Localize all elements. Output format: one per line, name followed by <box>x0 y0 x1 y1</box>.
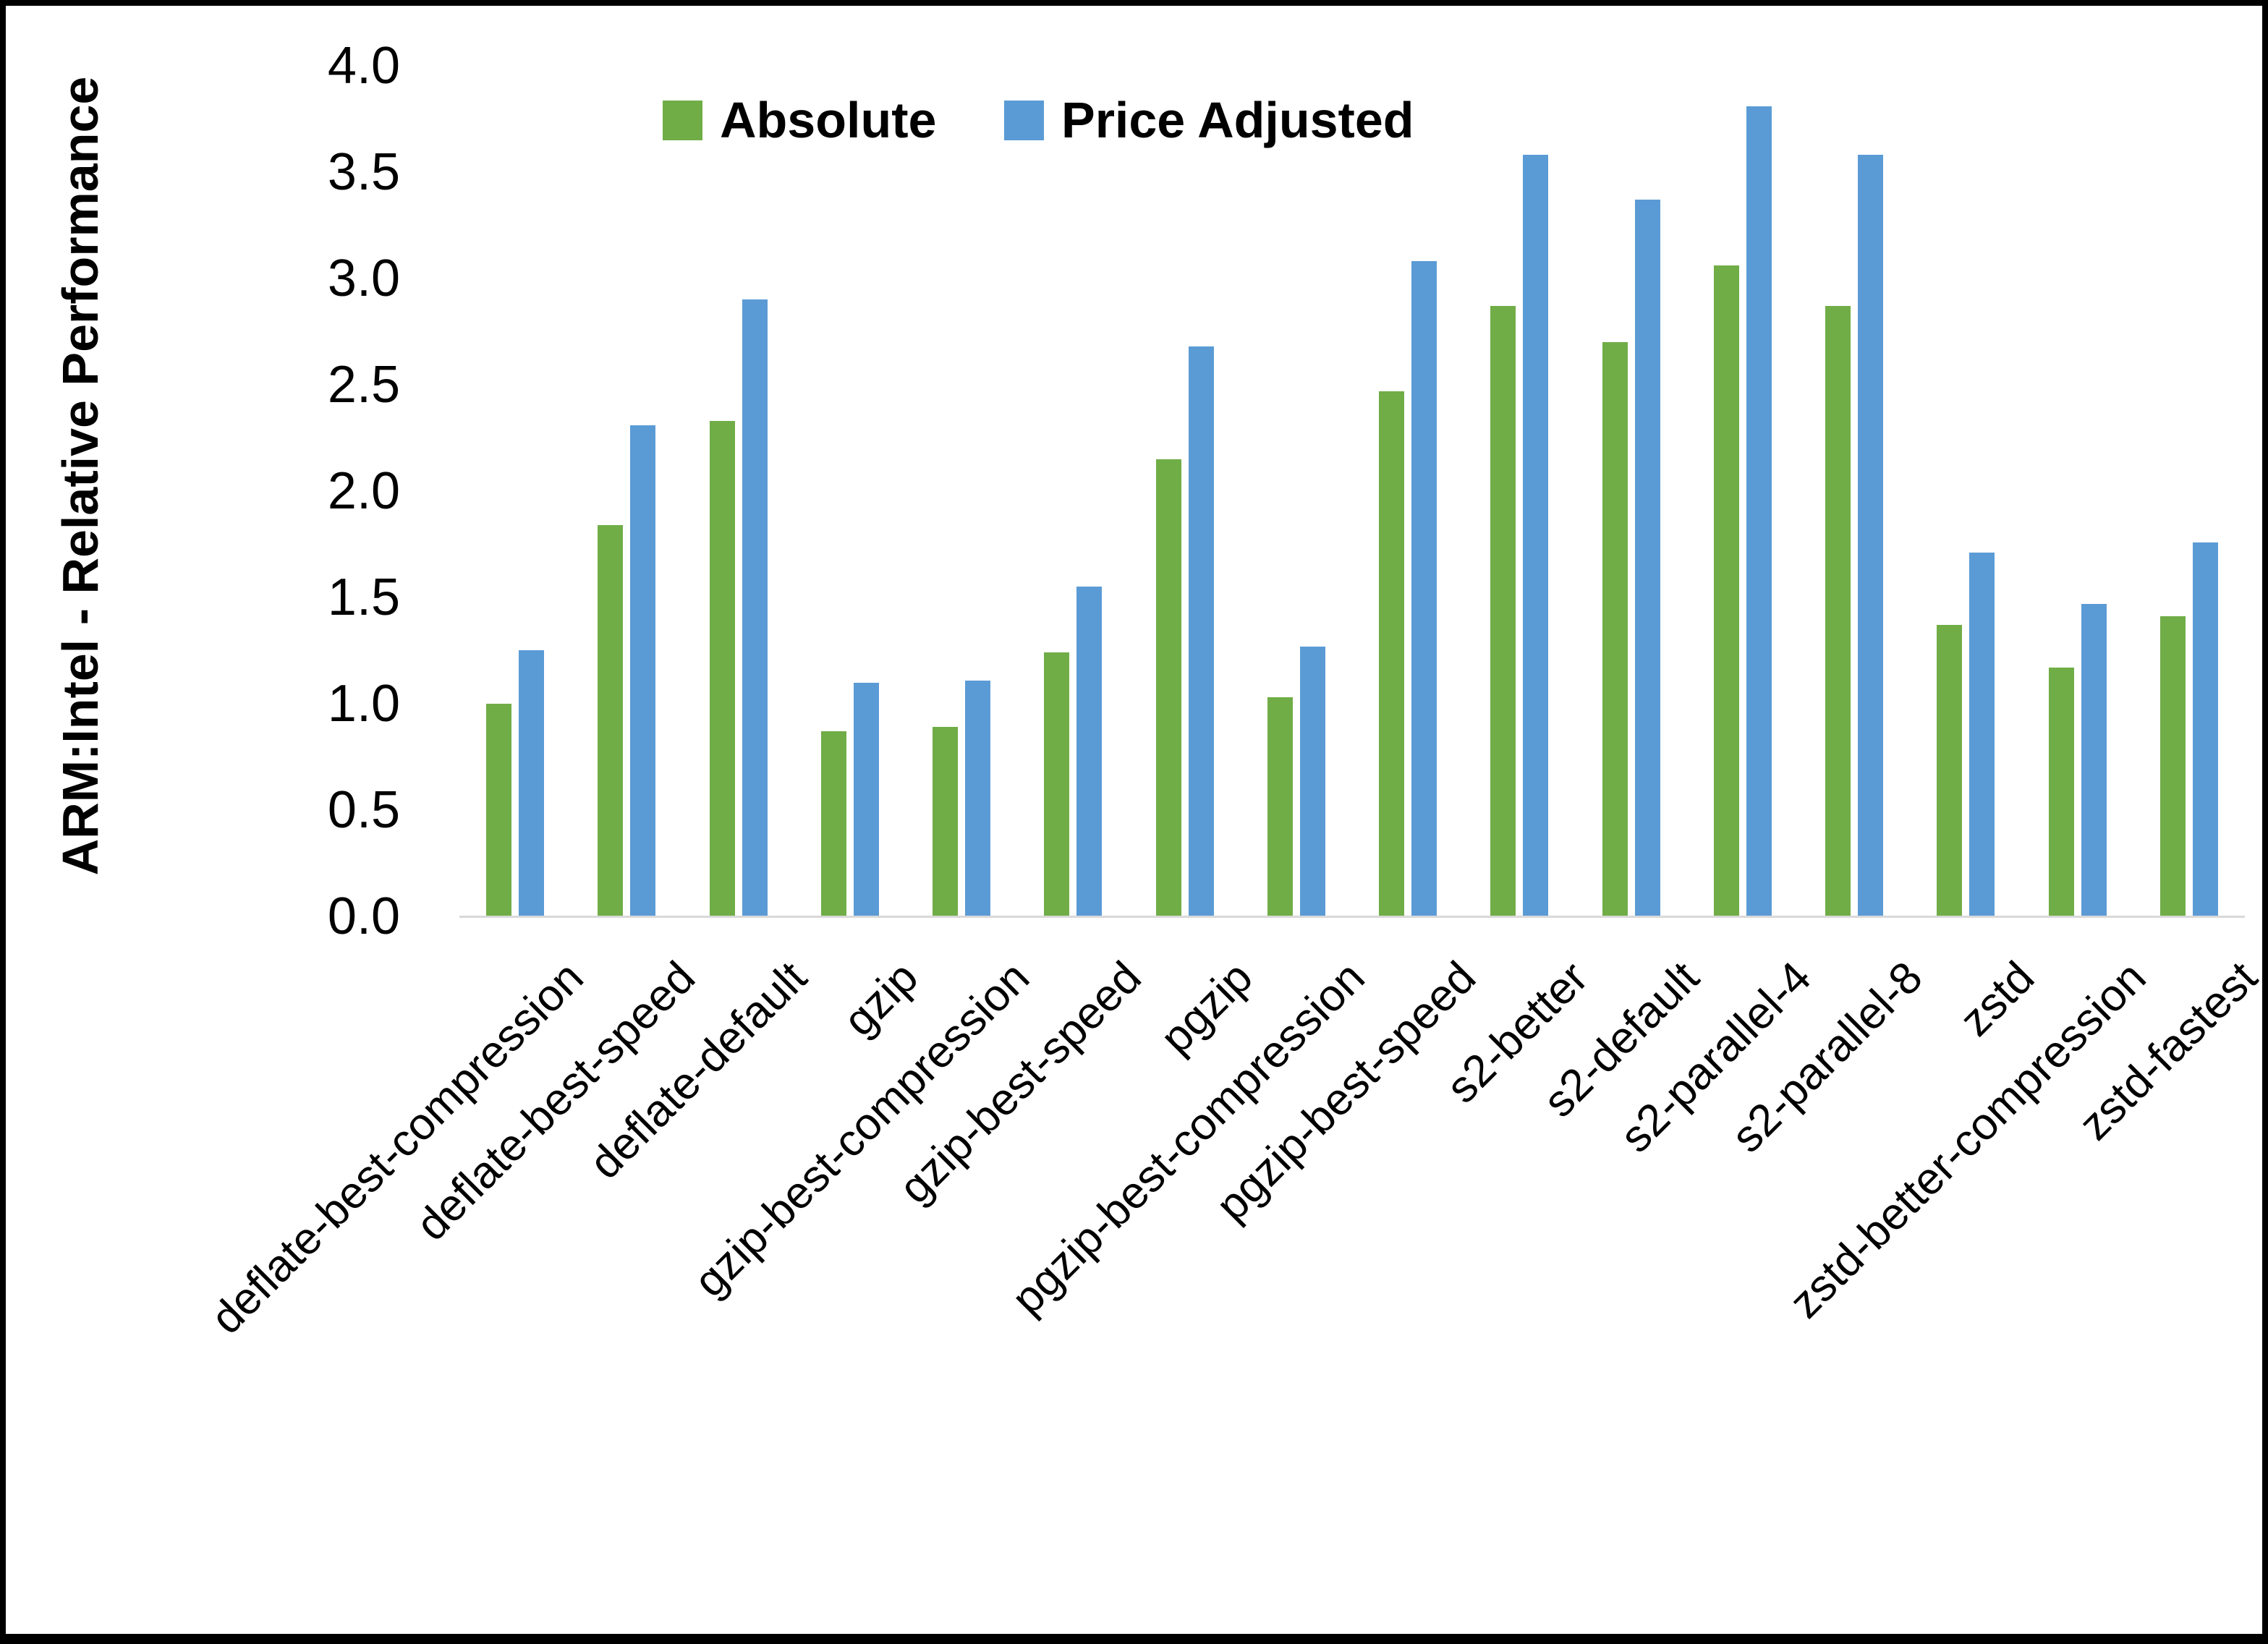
bar-absolute-gzip-best-speed <box>1044 652 1069 916</box>
y-tick-label: 3.0 <box>327 250 400 307</box>
bar-price-adjusted-zstd-better-compression <box>2081 604 2107 916</box>
y-tick-label: 0.0 <box>327 887 400 945</box>
bar-price-adjusted-deflate-default <box>742 299 768 916</box>
y-tick-label: 2.0 <box>327 462 400 520</box>
bar-price-adjusted-deflate-best-speed <box>630 425 655 916</box>
bar-price-adjusted-s2-better <box>1523 155 1548 916</box>
bar-price-adjusted-pgzip <box>1189 346 1214 916</box>
bar-absolute-deflate-best-compression <box>486 704 511 916</box>
bar-absolute-deflate-default <box>710 421 735 916</box>
bar-price-adjusted-s2-parallel-4 <box>1746 106 1772 916</box>
y-tick-label: 4.0 <box>327 37 400 95</box>
bar-price-adjusted-deflate-best-compression <box>519 650 544 916</box>
bar-price-adjusted-s2-parallel-8 <box>1858 155 1883 916</box>
bar-price-adjusted-pgzip-best-speed <box>1411 261 1437 916</box>
category-label-gzip: gzip <box>834 952 928 1046</box>
bar-absolute-zstd <box>1937 625 1962 916</box>
legend-label-price-adjusted: Price Adjusted <box>1061 92 1414 148</box>
bar-absolute-gzip <box>821 731 846 916</box>
bar-absolute-pgzip <box>1156 459 1181 916</box>
bar-absolute-s2-parallel-4 <box>1714 265 1739 916</box>
bar-price-adjusted-gzip <box>854 683 879 916</box>
bar-price-adjusted-zstd-fastest <box>2193 542 2218 916</box>
y-tick-label: 2.5 <box>327 356 400 414</box>
bar-absolute-pgzip-best-compression <box>1267 697 1293 916</box>
absolute-series-swatch-icon <box>663 100 702 140</box>
bar-absolute-zstd-better-compression <box>2049 668 2074 916</box>
y-tick-label: 1.5 <box>327 568 400 626</box>
bar-price-adjusted-s2-default <box>1635 200 1660 916</box>
y-tick-label: 0.5 <box>327 781 400 839</box>
y-axis-title: ARM:Intel - Relative Performance <box>52 76 109 876</box>
bar-absolute-s2-parallel-8 <box>1825 306 1851 916</box>
y-tick-label: 3.5 <box>327 143 400 201</box>
legend: Absolute Price Adjusted <box>6 91 2262 149</box>
bar-price-adjusted-gzip-best-compression <box>965 681 990 916</box>
bar-absolute-deflate-best-speed <box>598 525 623 916</box>
category-label-zstd: zstd <box>1950 952 2044 1046</box>
y-tick-label: 1.0 <box>327 675 400 733</box>
x-axis-baseline <box>459 916 2245 918</box>
legend-item-price-adjusted: Price Adjusted <box>1004 91 1414 149</box>
bar-absolute-gzip-best-compression <box>933 727 958 916</box>
legend-item-absolute: Absolute <box>663 91 936 149</box>
bar-price-adjusted-pgzip-best-compression <box>1300 647 1325 916</box>
bar-absolute-zstd-fastest <box>2160 616 2186 916</box>
bar-absolute-s2-default <box>1602 342 1628 916</box>
bar-price-adjusted-zstd <box>1969 553 1995 916</box>
bar-absolute-pgzip-best-speed <box>1379 391 1404 916</box>
price-adjusted-series-swatch-icon <box>1004 100 1044 140</box>
legend-label-absolute: Absolute <box>720 92 937 148</box>
bar-price-adjusted-gzip-best-speed <box>1076 587 1102 916</box>
bar-absolute-s2-better <box>1490 306 1516 916</box>
